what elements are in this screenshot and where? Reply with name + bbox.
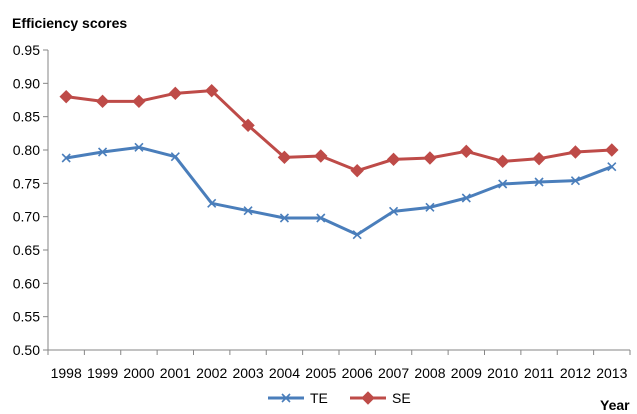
- data-point-te: [352, 230, 362, 240]
- data-point-se: [95, 94, 110, 109]
- y-tick-label: 0.65: [13, 242, 40, 258]
- data-point-te: [498, 179, 508, 189]
- x-tick-label: 2001: [160, 365, 191, 381]
- data-point-se: [168, 86, 183, 101]
- y-tick-label: 0.90: [13, 75, 40, 91]
- data-point-te: [570, 176, 581, 186]
- series-line-se: [65, 89, 612, 173]
- data-point-se: [605, 143, 619, 157]
- legend: TE SE: [268, 390, 411, 406]
- x-tick-label: 2000: [123, 365, 154, 381]
- legend-marker-te: [281, 393, 291, 403]
- y-tick-label: 0.70: [13, 209, 40, 225]
- y-tick-label: 0.75: [13, 175, 40, 191]
- data-point-te: [61, 153, 71, 163]
- y-axis-title: Efficiency scores: [12, 15, 127, 31]
- legend-label-te: TE: [310, 390, 328, 406]
- data-point-te: [534, 177, 544, 187]
- data-point-se: [350, 163, 364, 178]
- y-tick-label: 0.85: [13, 109, 40, 125]
- x-tick-label: 2004: [269, 365, 300, 381]
- x-tick-label: 2003: [232, 365, 263, 381]
- y-tick-label: 0.60: [13, 275, 40, 291]
- data-point-te: [388, 206, 399, 216]
- legend-label-se: SE: [392, 390, 411, 406]
- x-tick-label: 2006: [342, 365, 373, 381]
- y-tick-label: 0.55: [13, 309, 40, 325]
- data-point-se: [241, 118, 255, 133]
- y-axis-ticks: 0.50 0.55 0.60 0.65 0.70 0.75 0.80 0.85 0.90 0.95: [13, 42, 40, 358]
- data-point-se: [314, 149, 328, 163]
- series-group: [59, 83, 619, 240]
- y-tick-label: 0.80: [13, 142, 40, 158]
- data-point-te: [97, 147, 108, 157]
- axes: [43, 49, 631, 355]
- x-tick-label: 2010: [487, 365, 518, 381]
- data-point-te: [170, 152, 180, 162]
- data-point-se: [495, 154, 510, 169]
- legend-marker-se: [361, 391, 375, 405]
- x-tick-label: 2002: [196, 365, 227, 381]
- data-point-se: [459, 144, 474, 159]
- data-point-se: [132, 94, 146, 109]
- x-axis-ticks: 1998 1999 2000 2001 2002 2003 2004 2005 2006 2007…: [51, 365, 628, 381]
- data-point-se: [568, 145, 583, 159]
- data-point-se: [277, 150, 292, 165]
- data-point-te: [461, 193, 471, 203]
- data-point-te: [425, 202, 435, 212]
- x-tick-label: 2011: [524, 365, 554, 381]
- x-tick-label: 2005: [305, 365, 336, 381]
- data-point-se: [59, 89, 73, 104]
- data-point-te: [279, 213, 290, 223]
- x-tick-label: 1999: [87, 365, 118, 381]
- data-point-se: [532, 151, 546, 166]
- data-point-te: [207, 198, 217, 208]
- data-point-te: [316, 213, 326, 223]
- x-tick-label: 2013: [596, 365, 627, 381]
- x-tick-label: 2012: [560, 365, 591, 381]
- x-tick-label: 2009: [451, 365, 482, 381]
- series-line-te: [65, 145, 613, 237]
- data-point-te: [607, 162, 617, 172]
- x-tick-label: 2008: [414, 365, 445, 381]
- data-point-te: [243, 206, 253, 216]
- x-tick-label: 2007: [378, 365, 409, 381]
- x-axis-title: Year: [600, 397, 630, 413]
- data-point-te: [134, 142, 144, 152]
- data-point-se: [204, 83, 219, 98]
- y-tick-label: 0.50: [13, 342, 40, 358]
- x-tick-label: 1998: [51, 365, 82, 381]
- y-tick-label: 0.95: [13, 42, 40, 58]
- data-point-se: [386, 152, 401, 167]
- data-point-se: [423, 151, 437, 165]
